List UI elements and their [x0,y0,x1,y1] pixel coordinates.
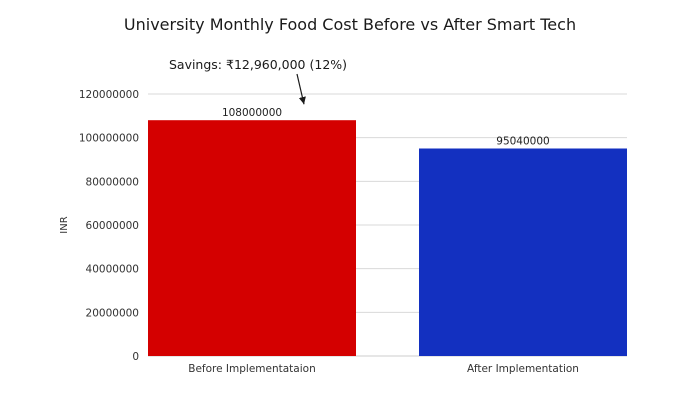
savings-annotation: Savings: ₹12,960,000 (12%) [169,57,347,105]
data-labels: 108000000 95040000 [222,107,550,147]
bar-before [148,120,356,356]
y-axis-ticks: 0 20000000 40000000 60000000 80000000 1000000… [79,89,139,363]
savings-annotation-text: Savings: ₹12,960,000 (12%) [169,57,347,72]
savings-annotation-arrow [296,73,306,105]
y-tick-label: 60000000 [86,220,139,232]
y-axis-title: INR [59,216,70,233]
bar-after [419,148,627,356]
x-category-label: After Implementation [467,363,579,375]
data-label: 108000000 [222,107,282,119]
x-category-label: Before Implementataion [188,363,315,375]
y-tick-label: 40000000 [86,264,139,276]
y-tick-label: 120000000 [79,89,139,101]
y-tick-label: 80000000 [86,176,139,188]
y-tick-label: 20000000 [86,307,139,319]
bars [148,120,627,356]
x-axis-categories: Before Implementataion After Implementati… [188,363,579,375]
data-label: 95040000 [496,135,549,147]
y-tick-label: 0 [132,351,139,363]
y-tick-label: 100000000 [79,133,139,145]
chart-title: University Monthly Food Cost Before vs A… [124,15,576,34]
